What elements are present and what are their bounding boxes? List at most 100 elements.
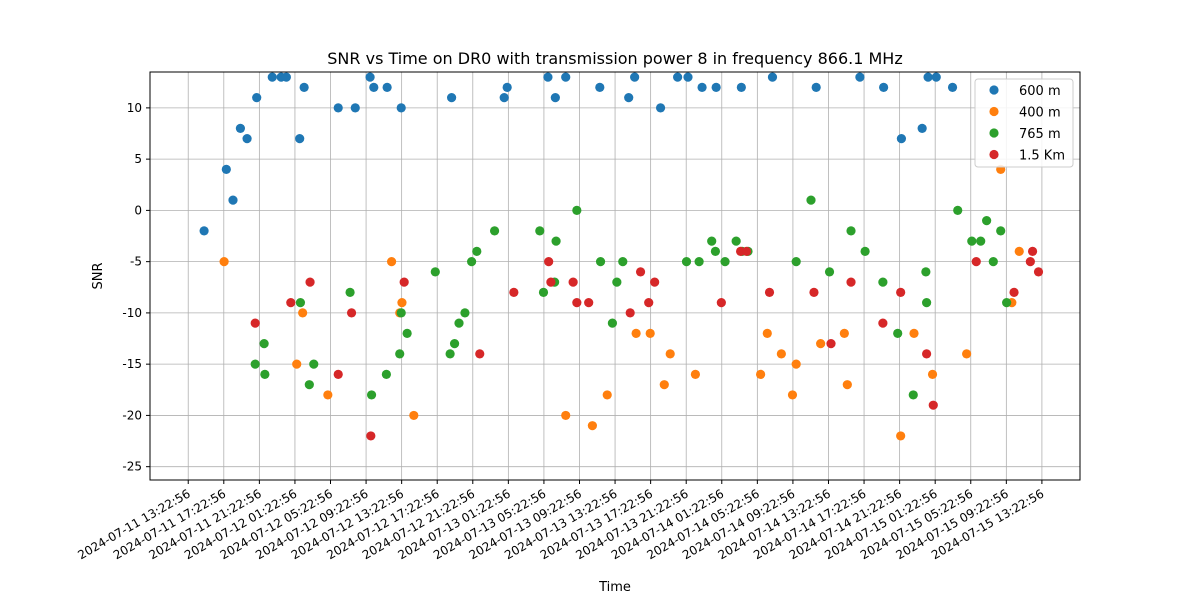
data-point — [791, 359, 801, 369]
data-point — [298, 308, 308, 318]
data-point — [235, 123, 246, 133]
data-point — [787, 390, 798, 400]
series-600-m — [199, 72, 958, 236]
data-point — [612, 277, 622, 287]
y-tick-label: -20 — [122, 408, 142, 422]
data-point — [445, 349, 455, 359]
data-point — [879, 82, 889, 92]
data-point — [791, 257, 801, 267]
data-point — [953, 205, 963, 215]
data-point — [365, 72, 375, 82]
data-point — [1009, 287, 1019, 298]
data-point — [736, 82, 746, 92]
data-point — [824, 267, 835, 277]
data-point — [927, 369, 938, 380]
data-point — [659, 380, 669, 390]
y-tick-label: 0 — [134, 203, 142, 217]
data-point — [489, 226, 500, 236]
data-point — [917, 123, 927, 133]
data-point — [673, 72, 683, 82]
chart-title: SNR vs Time on DR0 with transmission pow… — [327, 49, 902, 68]
data-point — [252, 93, 262, 103]
data-point — [644, 298, 654, 308]
data-point — [655, 103, 666, 113]
data-point — [707, 236, 717, 246]
data-point — [809, 287, 819, 298]
data-point — [399, 277, 409, 287]
data-point — [690, 369, 701, 380]
data-point — [502, 82, 512, 92]
data-point — [550, 93, 560, 103]
series-765-m — [250, 195, 1012, 400]
data-point — [731, 236, 741, 246]
data-point — [295, 134, 305, 144]
data-point — [544, 257, 554, 267]
data-point — [962, 349, 972, 359]
data-point — [846, 277, 856, 287]
legend-marker — [989, 128, 999, 138]
data-point — [546, 277, 556, 287]
data-point — [826, 339, 836, 349]
data-point — [681, 257, 692, 267]
data-point — [996, 226, 1006, 236]
data-points — [199, 72, 1044, 441]
data-point — [396, 308, 406, 318]
data-point — [683, 72, 693, 82]
data-point — [756, 369, 766, 380]
legend-label: 600 m — [1019, 84, 1061, 99]
data-point — [1002, 298, 1012, 308]
y-tick-label: -10 — [122, 306, 142, 320]
data-point — [551, 236, 561, 246]
y-tick-label: -15 — [122, 357, 142, 371]
data-point — [710, 246, 721, 256]
data-point — [454, 318, 464, 328]
data-point — [988, 257, 998, 267]
data-point — [242, 134, 252, 144]
data-point — [896, 287, 906, 298]
data-point — [1025, 257, 1035, 267]
data-point — [922, 298, 932, 308]
data-point — [299, 82, 309, 92]
data-point — [381, 369, 391, 380]
y-axis-ticks: -25 -20 -15 -10 -5 0 5 10 — [122, 101, 150, 474]
data-point — [499, 93, 509, 103]
data-point — [587, 421, 597, 431]
data-point — [595, 82, 605, 92]
y-tick-label: -25 — [122, 460, 142, 474]
data-point — [366, 390, 377, 400]
data-point — [572, 205, 582, 215]
data-point — [286, 298, 296, 308]
data-point — [395, 349, 405, 359]
data-point — [860, 246, 870, 256]
data-point — [630, 72, 640, 82]
data-point — [1014, 246, 1024, 256]
data-point — [816, 339, 826, 349]
data-point — [333, 103, 343, 113]
data-point — [921, 267, 931, 277]
data-point — [538, 287, 549, 298]
legend-marker — [989, 85, 999, 95]
data-point — [694, 257, 704, 267]
legend-label: 400 m — [1019, 106, 1061, 121]
data-point — [878, 277, 888, 287]
data-point — [584, 298, 594, 308]
data-point — [509, 287, 519, 298]
data-point — [366, 431, 376, 441]
data-point — [976, 236, 986, 246]
data-point — [295, 298, 306, 308]
data-point — [561, 72, 571, 82]
legend-label: 765 m — [1019, 127, 1061, 142]
data-point — [665, 349, 675, 359]
data-point — [776, 349, 786, 359]
data-point — [645, 328, 655, 339]
data-point — [572, 298, 582, 308]
series-400-m — [219, 164, 1024, 441]
data-point — [922, 349, 932, 359]
data-point — [806, 195, 816, 205]
data-point — [839, 328, 849, 339]
data-point — [267, 72, 277, 82]
data-point — [199, 226, 209, 236]
data-point — [460, 308, 470, 318]
data-point — [896, 431, 906, 441]
